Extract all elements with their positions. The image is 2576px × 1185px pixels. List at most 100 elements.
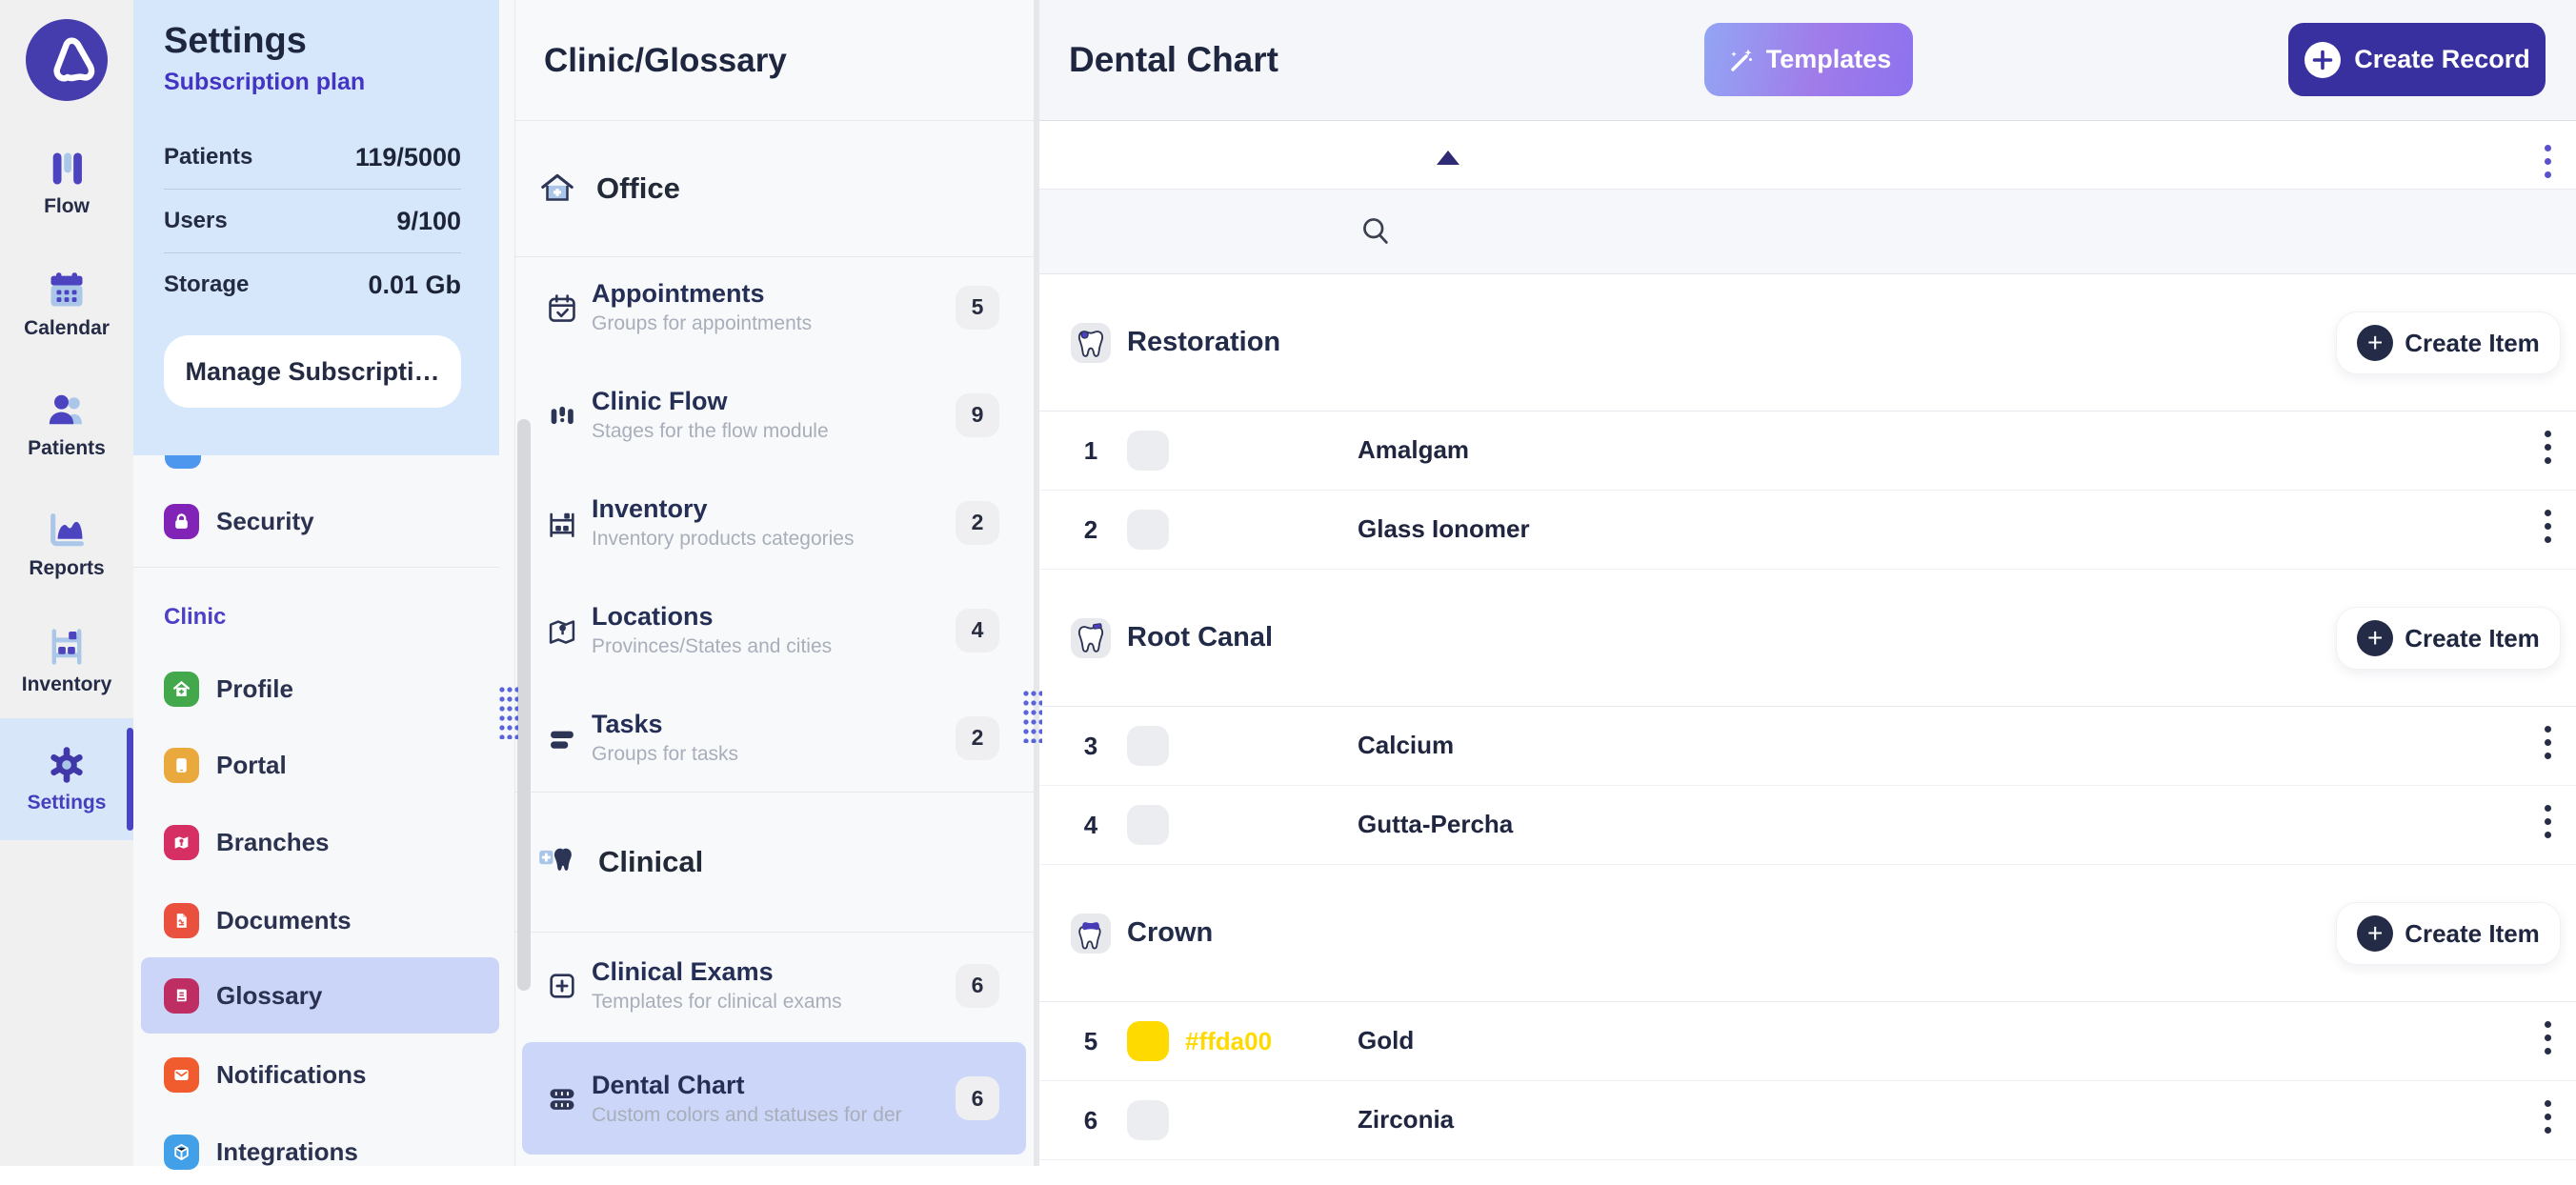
table-row[interactable] [1039,707,2576,786]
glossary-item-locations[interactable]: Locations Provinces/States and cities 4 [514,576,1034,684]
panel-resize-handle-right[interactable] [1021,688,1042,743]
table-row[interactable] [1039,786,2576,865]
tablet-icon [164,747,199,783]
settings-menu-notifications[interactable]: Notifications [143,1041,499,1108]
stat-row-patients: Patients 119/5000 [164,126,461,189]
rail-item-reports[interactable]: Reports [0,510,133,580]
stat-row-users: Users 9/100 [164,189,461,252]
create-record-button[interactable]: Create Record [2288,23,2546,96]
inventory-icon [51,629,82,665]
clinical-icon [539,848,572,871]
glossary-item-inventory[interactable]: Inventory Inventory products categories … [514,469,1034,576]
row-name: Zirconia [1358,1105,1455,1134]
document-icon [164,902,199,938]
count-badge: 2 [956,715,999,760]
calendar-icon [50,272,83,307]
rail-label: Patients [28,437,106,459]
row-menu-kebab-icon[interactable] [2544,805,2551,838]
table-row[interactable] [1039,1002,2576,1081]
cube-icon [164,1134,199,1170]
color-swatch[interactable] [1127,510,1169,550]
row-name: Calcium [1358,731,1455,759]
glossary-item-clinical-exams[interactable]: Clinical Exams Templates for clinical ex… [514,932,1034,1039]
section-label: Office [596,171,680,205]
glossary-item-appointments[interactable]: Appointments Groups for appointments 5 [514,253,1034,361]
count-badge: 4 [956,608,999,653]
item-title: Locations [592,602,714,631]
plus-icon: + [2357,620,2394,656]
color-swatch[interactable] [1127,805,1169,845]
rail-label: Inventory [21,673,112,695]
app-logo[interactable] [25,18,109,107]
templates-button-label: Templates [1765,45,1892,73]
create-item-button-root-canal[interactable]: + Create Item [2336,607,2561,670]
templates-button[interactable]: Templates [1704,23,1913,96]
clinic-house-icon [164,671,199,707]
color-swatch-gold[interactable] [1127,1021,1169,1061]
color-swatch[interactable] [1127,431,1169,471]
divider [514,256,1034,257]
plus-circle-icon [2304,41,2342,78]
item-subtitle: Groups for tasks [592,743,739,765]
app-rail: Flow Calendar Patients Reports [0,0,134,1166]
stat-label: Storage [164,271,250,297]
row-menu-kebab-icon[interactable] [2544,510,2551,543]
item-subtitle: Inventory products categories [592,528,855,550]
glossary-item-dental-chart-selected[interactable]: Dental Chart Custom colors and statuses … [522,1042,1026,1155]
menu-label: Integrations [216,1136,358,1166]
create-item-button-crown[interactable]: + Create Item [2336,902,2561,965]
item-subtitle: Templates for clinical exams [592,991,842,1013]
rail-item-flow[interactable]: Flow [0,148,133,218]
row-menu-kebab-icon[interactable] [2544,726,2551,759]
row-number: 5 [1083,1027,1098,1055]
menu-label: Documents [216,905,352,934]
settings-scrollbar[interactable] [517,419,531,991]
envelope-icon [164,1056,199,1093]
group-band-restoration [1039,274,2576,412]
rail-label: Settings [27,792,107,813]
create-item-button-restoration[interactable]: + Create Item [2336,311,2561,374]
rail-item-calendar[interactable]: Calendar [0,270,133,340]
settings-menu-profile[interactable]: Profile [143,655,499,722]
table-header-menu-kebab-icon[interactable] [2544,145,2551,178]
group-name: Crown [1127,917,1214,948]
color-swatch[interactable] [1127,1100,1169,1140]
row-number: 3 [1083,732,1098,760]
row-menu-kebab-icon[interactable] [2544,1021,2551,1054]
settings-menu-branches[interactable]: Branches [143,809,499,875]
create-item-label: Create Item [2405,328,2540,357]
glossary-item-clinic-flow[interactable]: Clinic Flow Stages for the flow module 9 [514,361,1034,469]
settings-menu-glossary-selected[interactable]: Glossary [141,957,499,1034]
panel-resize-handle-left[interactable] [497,684,518,739]
rail-active-bar [127,728,133,831]
rail-item-patients[interactable]: Patients [0,390,133,460]
menu-label: Glossary [216,980,323,1010]
stat-label: Patients [164,144,253,170]
group-band-root-canal [1039,570,2576,707]
divider [514,932,1034,933]
settings-menu-security[interactable]: Security [143,488,499,554]
row-name: Gutta-Percha [1358,810,1514,838]
glossary-item-tasks[interactable]: Tasks Groups for tasks 2 [514,684,1034,792]
row-menu-kebab-icon[interactable] [2544,1100,2551,1134]
rail-item-settings[interactable]: Settings [0,744,133,814]
settings-menu-documents[interactable]: Documents [143,887,499,954]
table-row[interactable] [1039,491,2576,570]
divider [514,792,1034,793]
rail-item-inventory[interactable]: Inventory [0,626,133,696]
menu-label: Notifications [216,1059,367,1089]
group-band-crown [1039,865,2576,1002]
name-filter-row[interactable] [1039,190,2576,274]
manage-subscription-button[interactable]: Manage Subscripti… [164,335,461,408]
count-badge: 6 [956,1076,999,1120]
sort-ascending-icon[interactable] [1437,151,1459,165]
color-swatch[interactable] [1127,726,1169,766]
row-number: 1 [1083,436,1098,465]
settings-menu-portal[interactable]: Portal [143,732,499,798]
table-row[interactable] [1039,1081,2576,1160]
subscription-stats: Patients 119/5000 Users 9/100 Storage 0.… [164,126,461,316]
row-menu-kebab-icon[interactable] [2544,431,2551,464]
glossary-panel [514,0,1034,1166]
table-row[interactable] [1039,412,2576,491]
settings-menu-integrations[interactable]: Integrations [143,1118,499,1185]
